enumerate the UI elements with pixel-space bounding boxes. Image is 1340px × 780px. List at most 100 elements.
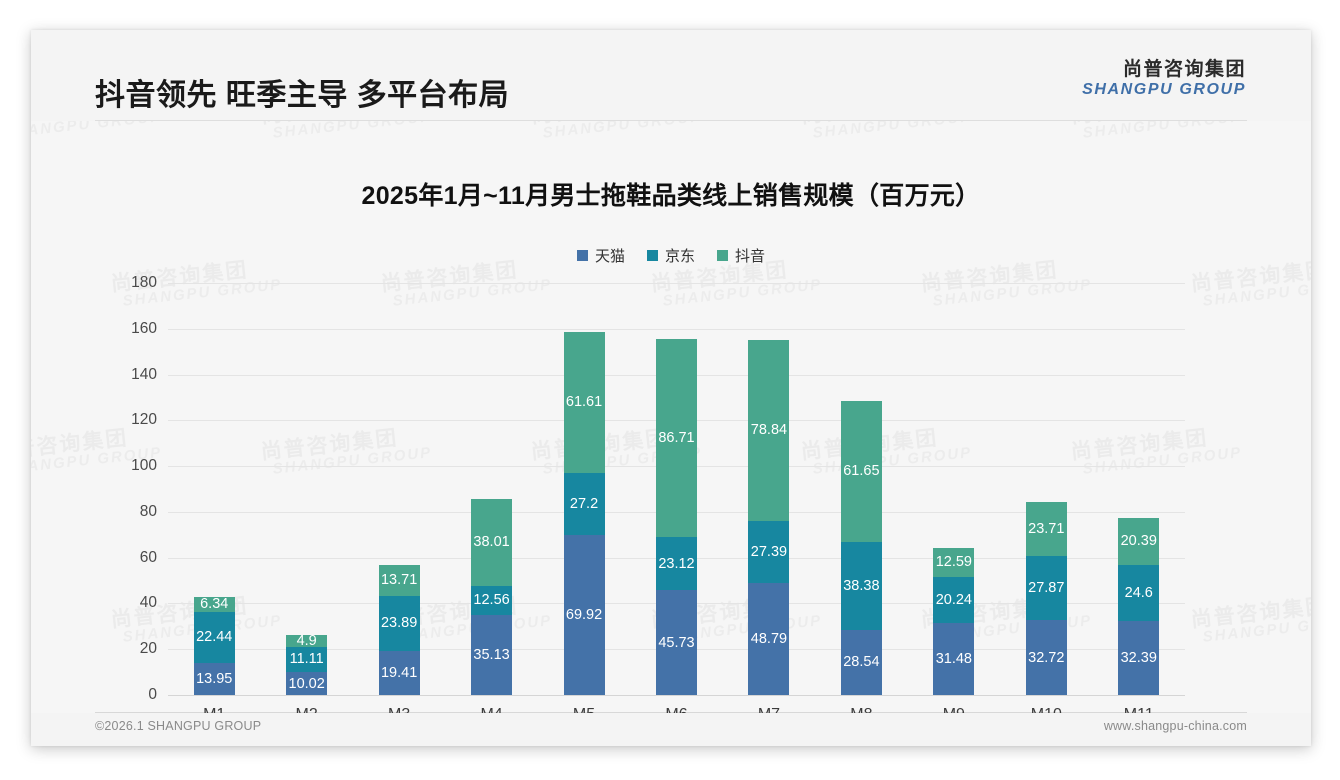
bar-segment-京东[interactable]: 38.38 — [840, 541, 882, 630]
slide-footer: ©2026.1 SHANGPU GROUP www.shangpu-china.… — [95, 714, 1247, 738]
footer-website: www.shangpu-china.com — [1103, 719, 1247, 733]
bar-value-label: 78.84 — [750, 422, 788, 439]
bar-segment-天猫[interactable]: 32.39 — [1118, 620, 1160, 695]
bar-segment-抖音[interactable]: 12.59 — [933, 547, 975, 577]
legend-item-天猫[interactable]: 天猫 — [576, 245, 625, 266]
bar-segment-天猫[interactable]: 31.48 — [933, 622, 975, 695]
bar-group[interactable]: 13.71 23.89 19.41 M3 — [353, 283, 445, 713]
bar-segment-抖音[interactable]: 86.71 — [655, 338, 697, 538]
y-axis-tick-label: 120 — [131, 411, 157, 429]
y-axis-tick-label: 100 — [131, 457, 157, 475]
gridline: 0 — [148, 686, 1185, 703]
chart-title: 2025年1月~11月男士拖鞋品类线上销售规模（百万元） — [361, 182, 981, 210]
bar-segment-京东[interactable]: 20.24 — [933, 576, 975, 623]
bar-segment-抖音[interactable]: 6.34 — [193, 596, 235, 613]
bar-stack[interactable]: 38.01 12.56 35.13 — [471, 498, 513, 695]
bar-stack[interactable]: 12.59 20.24 31.48 — [933, 547, 975, 695]
bar-segment-抖音[interactable]: 4.9 — [286, 633, 328, 649]
legend-item-抖音[interactable]: 抖音 — [717, 245, 765, 266]
bar-group[interactable]: 61.65 38.38 28.54 M8 — [815, 283, 907, 713]
bar-value-label: 22.44 — [196, 629, 233, 646]
bar-segment-京东[interactable]: 27.2 — [563, 472, 605, 535]
x-axis-tick-label: M5 — [573, 706, 595, 713]
bar-stack[interactable]: 20.39 24.6 32.39 — [1118, 517, 1160, 695]
x-axis-tick-label: M11 — [1124, 706, 1154, 713]
bar-group[interactable]: 78.84 27.39 48.79 M7 — [723, 283, 815, 713]
x-axis-tick-label: M3 — [388, 706, 410, 713]
bar-value-label: 32.39 — [1120, 649, 1157, 666]
bar-segment-京东[interactable]: 23.12 — [655, 537, 697, 591]
bar-value-label: 27.87 — [1028, 580, 1065, 597]
bar-stack[interactable]: 86.71 23.12 45.73 — [655, 338, 697, 695]
bar-stack[interactable]: 78.84 27.39 48.79 — [748, 340, 790, 695]
bar-group[interactable]: 23.71 27.87 32.72 M10 — [1000, 283, 1092, 713]
bar-value-label: 6.34 — [200, 596, 229, 613]
header-divider — [95, 120, 1247, 121]
bar-segment-天猫[interactable]: 19.41 — [378, 650, 420, 695]
bar-group[interactable]: 6.34 22.44 13.95 M1 — [168, 283, 260, 713]
x-axis-tick-label: M4 — [480, 706, 502, 713]
bar-value-label: 38.01 — [473, 534, 510, 551]
x-axis-tick-label: M9 — [943, 706, 965, 713]
legend-swatch-icon — [646, 250, 658, 261]
y-axis-tick-label: 80 — [139, 502, 157, 520]
y-axis-tick-label: 160 — [131, 319, 157, 337]
x-axis-tick-label: M8 — [850, 706, 872, 713]
bar-stack[interactable]: 6.34 22.44 13.95 — [193, 596, 235, 695]
bar-value-label: 45.73 — [658, 634, 695, 651]
bar-group[interactable]: 20.39 24.6 32.39 M11 — [1093, 283, 1185, 713]
bar-value-label: 48.79 — [750, 631, 788, 648]
bar-segment-京东[interactable]: 23.89 — [378, 595, 420, 651]
bar-segment-天猫[interactable]: 69.92 — [563, 534, 605, 695]
bar-segment-抖音[interactable]: 20.39 — [1118, 517, 1160, 565]
brand-logo-en: SHANGPU GROUP — [1082, 80, 1246, 98]
bar-stack[interactable]: 61.65 38.38 28.54 — [840, 400, 882, 695]
bar-group[interactable]: 38.01 12.56 35.13 M4 — [445, 283, 537, 713]
slide-canvas: 抖音领先 旺季主导 多平台布局 尚普咨询集团 SHANGPU GROUP 尚普咨… — [31, 30, 1311, 746]
bar-segment-京东[interactable]: 11.11 — [286, 646, 328, 673]
bar-segment-抖音[interactable]: 13.71 — [378, 564, 420, 596]
bar-segment-天猫[interactable]: 32.72 — [1025, 620, 1067, 695]
bar-segment-抖音[interactable]: 61.65 — [840, 400, 882, 542]
bar-segment-抖音[interactable]: 23.71 — [1025, 502, 1067, 557]
bar-segment-天猫[interactable]: 35.13 — [471, 614, 513, 695]
bar-stack[interactable]: 23.71 27.87 32.72 — [1025, 502, 1067, 695]
legend-label: 京东 — [664, 248, 695, 265]
bar-value-label: 19.41 — [380, 664, 418, 681]
bar-segment-抖音[interactable]: 78.84 — [748, 340, 790, 521]
bar-group[interactable]: 86.71 23.12 45.73 M6 — [630, 283, 722, 713]
bar-group[interactable]: 61.61 27.2 69.92 M5 — [538, 283, 630, 713]
bar-segment-天猫[interactable]: 48.79 — [748, 583, 790, 695]
bar-stack[interactable]: 4.9 11.11 10.02 — [286, 633, 328, 695]
bar-value-label: 13.95 — [196, 671, 233, 688]
bar-segment-天猫[interactable]: 45.73 — [655, 590, 697, 695]
bar-segment-京东[interactable]: 24.6 — [1118, 564, 1160, 621]
bar-segment-京东[interactable]: 12.56 — [471, 585, 513, 615]
bar-stack[interactable]: 61.61 27.2 69.92 — [563, 331, 605, 695]
bar-group[interactable]: 12.59 20.24 31.48 M9 — [908, 283, 1000, 713]
bar-value-label: 12.56 — [473, 592, 510, 609]
bar-stack[interactable]: 13.71 23.89 19.41 — [378, 564, 420, 695]
bar-segment-抖音[interactable]: 38.01 — [471, 498, 513, 586]
bar-value-label: 23.89 — [380, 615, 418, 632]
bar-segment-天猫[interactable]: 28.54 — [840, 629, 882, 695]
bar-segment-天猫[interactable]: 13.95 — [193, 663, 235, 695]
x-axis-tick-label: M7 — [758, 706, 780, 713]
y-axis-tick-label: 60 — [139, 548, 157, 566]
footer-divider — [95, 712, 1247, 713]
bar-group[interactable]: 4.911.11 10.02 M2 — [260, 283, 352, 713]
gridline: 160 — [131, 320, 1185, 337]
slide-header: 抖音领先 旺季主导 多平台布局 尚普咨询集团 SHANGPU GROUP — [31, 30, 1311, 120]
bar-segment-京东[interactable]: 27.87 — [1025, 556, 1067, 621]
bar-segment-天猫[interactable]: 10.02 — [286, 672, 328, 695]
bar-segment-京东[interactable]: 22.44 — [193, 611, 235, 664]
legend-item-京东[interactable]: 京东 — [646, 245, 695, 266]
bar-segment-抖音[interactable]: 61.61 — [563, 331, 605, 473]
bar-value-label: 31.48 — [935, 650, 972, 667]
bar-segment-京东[interactable]: 27.39 — [748, 520, 790, 584]
bar-value-label: 61.61 — [565, 394, 603, 411]
